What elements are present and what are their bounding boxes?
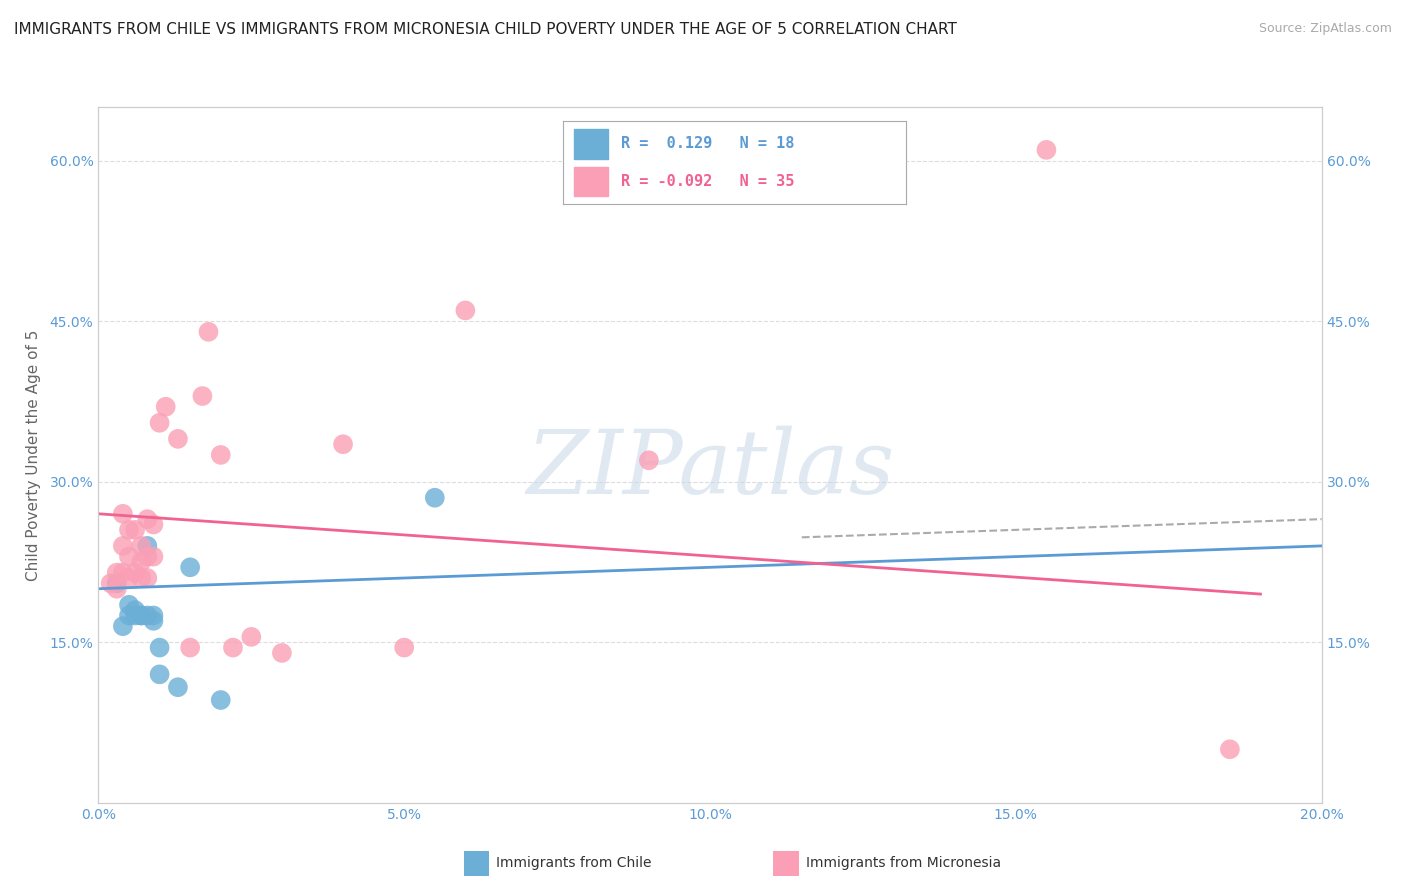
Point (149, 416, 172, 430)
Point (111, 507, 134, 521)
Point (270, 646, 292, 660)
Point (149, 667, 172, 681)
Point (637, 453, 661, 467)
Point (240, 630, 263, 644)
Y-axis label: Child Poverty Under the Age of 5: Child Poverty Under the Age of 5 (27, 329, 41, 581)
Point (124, 603, 146, 617)
Point (142, 614, 165, 628)
Point (111, 619, 134, 633)
Point (423, 491, 446, 505)
Point (191, 389, 214, 403)
Point (129, 539, 152, 553)
Point (1035, 143, 1057, 157)
Point (129, 571, 152, 585)
Point (142, 549, 165, 564)
Point (167, 432, 190, 446)
Point (136, 539, 159, 553)
Point (124, 566, 146, 580)
Point (136, 608, 159, 623)
Text: Immigrants from Micronesia: Immigrants from Micronesia (806, 855, 1001, 870)
Point (155, 400, 177, 414)
Point (118, 549, 141, 564)
Text: ZIPatlas: ZIPatlas (526, 425, 894, 512)
Point (209, 448, 232, 462)
Point (105, 582, 128, 596)
Point (118, 608, 141, 623)
Point (179, 560, 201, 574)
Point (332, 437, 354, 451)
Point (118, 571, 141, 585)
Point (142, 608, 165, 623)
Point (136, 512, 159, 526)
Point (209, 693, 232, 707)
Point (124, 608, 146, 623)
Point (129, 608, 152, 623)
Point (179, 640, 201, 655)
Text: Immigrants from Chile: Immigrants from Chile (496, 855, 652, 870)
Point (136, 549, 159, 564)
Point (149, 640, 172, 655)
Point (222, 640, 245, 655)
Point (105, 576, 128, 591)
Point (124, 523, 146, 537)
Point (167, 680, 190, 694)
Point (454, 303, 477, 318)
Point (118, 523, 141, 537)
Point (1219, 742, 1241, 756)
Text: Source: ZipAtlas.com: Source: ZipAtlas.com (1258, 22, 1392, 36)
Point (136, 571, 159, 585)
Point (129, 608, 152, 623)
Point (118, 598, 141, 612)
Point (197, 325, 219, 339)
Point (100, 576, 122, 591)
Point (142, 517, 165, 532)
Point (111, 566, 134, 580)
Point (111, 539, 134, 553)
Text: IMMIGRANTS FROM CHILE VS IMMIGRANTS FROM MICRONESIA CHILD POVERTY UNDER THE AGE : IMMIGRANTS FROM CHILE VS IMMIGRANTS FROM… (14, 22, 957, 37)
Point (129, 555, 152, 569)
Point (105, 566, 128, 580)
Point (392, 640, 416, 655)
